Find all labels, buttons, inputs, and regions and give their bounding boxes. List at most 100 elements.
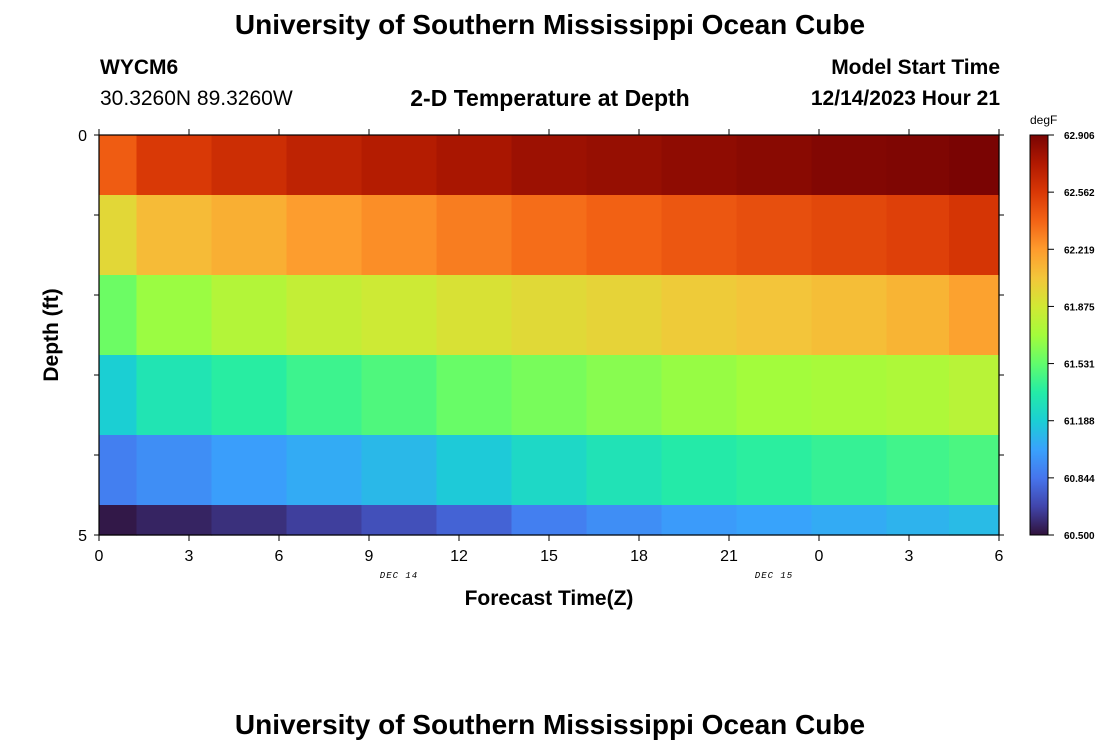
heatmap-cell bbox=[811, 195, 888, 276]
x-axis: 0 3 6 9 12 15 18 21 0 3 6 DEC 14 DEC 15 bbox=[95, 129, 1004, 581]
heatmap-cell bbox=[886, 275, 950, 356]
heatmap-cell bbox=[811, 505, 888, 536]
heatmap-cell bbox=[136, 195, 213, 276]
heatmap-cell bbox=[586, 505, 663, 536]
model-start-label: Model Start Time bbox=[831, 56, 1000, 79]
heatmap-cell bbox=[811, 275, 888, 356]
model-start-value: 12/14/2023 Hour 21 bbox=[810, 87, 1000, 110]
heatmap-cell bbox=[99, 505, 138, 536]
heatmap-cell bbox=[99, 435, 138, 506]
heatmap-cell bbox=[511, 195, 588, 276]
heatmap-cell bbox=[586, 135, 663, 196]
heatmap-cell bbox=[286, 505, 363, 536]
heatmap-cell bbox=[736, 135, 813, 196]
plot-title: 2-D Temperature at Depth bbox=[410, 85, 690, 111]
heatmap-cell bbox=[361, 195, 438, 276]
heatmap-cell bbox=[661, 275, 738, 356]
colorbar-label: 62.562 bbox=[1064, 188, 1095, 199]
heatmap-cell bbox=[99, 195, 138, 276]
colorbar-label: 62.906 bbox=[1064, 131, 1095, 142]
x-tick-label: 6 bbox=[275, 548, 284, 565]
heatmap-cell bbox=[211, 435, 288, 506]
heatmap-cell bbox=[811, 135, 888, 196]
heatmap-cell bbox=[361, 135, 438, 196]
heatmap-cell bbox=[361, 355, 438, 436]
heatmap-cell bbox=[286, 355, 363, 436]
colorbar-units: degF bbox=[1030, 113, 1057, 127]
heatmap-cell bbox=[586, 195, 663, 276]
colorbar-gradient bbox=[1029, 134, 1049, 536]
heatmap-cell bbox=[736, 355, 813, 436]
x-date-label: DEC 14 bbox=[380, 571, 418, 581]
heatmap-cell bbox=[211, 505, 288, 536]
heatmap-cell bbox=[136, 355, 213, 436]
heatmap-cell bbox=[436, 275, 513, 356]
heatmap-cell bbox=[886, 355, 950, 436]
heatmap-cell bbox=[286, 195, 363, 276]
heatmap-cell bbox=[886, 195, 950, 276]
heatmap-cell bbox=[436, 355, 513, 436]
bottom-title: University of Southern Mississippi Ocean… bbox=[234, 709, 866, 740]
heatmap-cell bbox=[511, 435, 588, 506]
heatmap-cell bbox=[286, 275, 363, 356]
heatmap-cell bbox=[811, 355, 888, 436]
heatmap-cell bbox=[436, 195, 513, 276]
heatmap-cell bbox=[661, 135, 738, 196]
heatmap-cell bbox=[661, 505, 738, 536]
heatmap-cell bbox=[661, 435, 738, 506]
heatmap-cell bbox=[436, 135, 513, 196]
heatmap-cell bbox=[436, 435, 513, 506]
heatmap-cell bbox=[136, 435, 213, 506]
heatmap-cell bbox=[586, 355, 663, 436]
temperature-depth-chart: 0 3 6 9 12 15 18 21 0 3 6 DEC 14 DEC 15 05 Forecast … bbox=[40, 113, 1095, 610]
y-axis-label: Depth (ft) bbox=[40, 288, 63, 381]
x-tick-label: 3 bbox=[905, 548, 914, 565]
colorbar-label: 60.844 bbox=[1064, 474, 1095, 485]
heatmap-cell bbox=[99, 355, 138, 436]
heatmap-cell bbox=[511, 135, 588, 196]
x-tick-label: 12 bbox=[450, 548, 468, 565]
x-tick-label: 9 bbox=[365, 548, 374, 565]
colorbar-label: 62.219 bbox=[1064, 245, 1095, 256]
heatmap-cell bbox=[99, 135, 138, 196]
heatmap-cell bbox=[361, 275, 438, 356]
x-axis-label: Forecast Time(Z) bbox=[465, 587, 634, 610]
x-tick-label: 0 bbox=[95, 548, 104, 565]
heatmap-cell bbox=[949, 355, 1000, 436]
heatmap-cell bbox=[949, 505, 1000, 536]
heatmap-cell bbox=[211, 275, 288, 356]
x-tick-label: 21 bbox=[720, 548, 738, 565]
x-tick-label: 6 bbox=[995, 548, 1004, 565]
heatmap-cell bbox=[511, 505, 588, 536]
heatmap-cell bbox=[211, 355, 288, 436]
heatmap-cell bbox=[886, 505, 950, 536]
heatmap-cell bbox=[99, 275, 138, 356]
heatmap-cell bbox=[586, 435, 663, 506]
x-tick-label: 15 bbox=[540, 548, 558, 565]
heatmap-cell bbox=[949, 135, 1000, 196]
heatmap-cell bbox=[886, 435, 950, 506]
x-tick-label: 18 bbox=[630, 548, 648, 565]
heatmap-cell bbox=[286, 435, 363, 506]
heatmap-cell bbox=[886, 135, 950, 196]
heatmap-cell bbox=[286, 135, 363, 196]
heatmap-cell bbox=[811, 435, 888, 506]
heatmap-cell bbox=[661, 195, 738, 276]
heatmap-cell bbox=[949, 195, 1000, 276]
heatmap-cell bbox=[661, 355, 738, 436]
heatmap-cell bbox=[586, 275, 663, 356]
heatmap-cell bbox=[136, 135, 213, 196]
x-tick-label: 3 bbox=[185, 548, 194, 565]
heatmap-cell bbox=[211, 135, 288, 196]
x-date-label: DEC 15 bbox=[755, 571, 793, 581]
page-title: University of Southern Mississippi Ocean… bbox=[234, 9, 866, 40]
heatmap-cell bbox=[211, 195, 288, 276]
y-axis: 05 bbox=[78, 128, 1004, 545]
heatmap-cell bbox=[436, 505, 513, 536]
heatmap-cell bbox=[736, 435, 813, 506]
heatmap-cell bbox=[736, 275, 813, 356]
heatmap-cells bbox=[99, 135, 1000, 536]
heatmap-cell bbox=[949, 435, 1000, 506]
colorbar-label: 61.188 bbox=[1064, 417, 1095, 428]
y-tick-label: 0 bbox=[78, 128, 87, 145]
